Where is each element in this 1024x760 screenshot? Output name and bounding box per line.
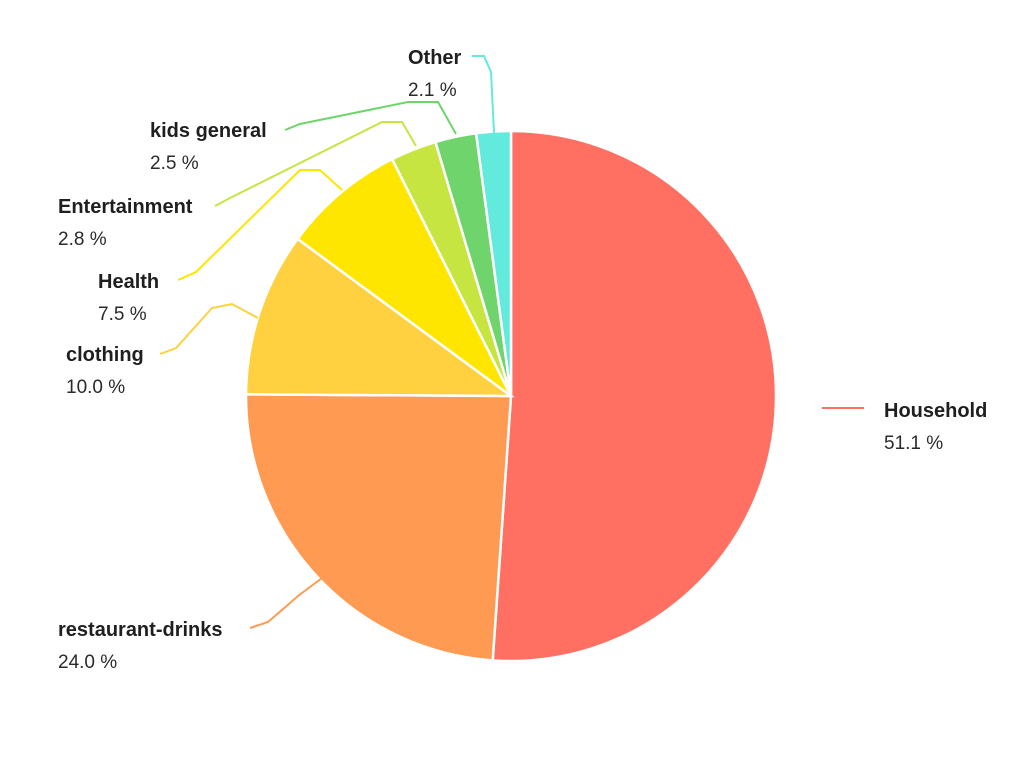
slice-value-clothing: 10.0 % <box>66 377 125 398</box>
leader-line-restaurant-drinks <box>249 577 323 629</box>
slice-label-restaurant-drinks: restaurant-drinks <box>58 619 223 641</box>
slice-label-clothing: clothing <box>66 344 144 366</box>
slice-label-health: Health <box>98 271 159 293</box>
leader-line-kids-general <box>284 101 457 135</box>
slice-value-entertainment: 2.8 % <box>58 229 107 250</box>
slice-value-restaurant-drinks: 24.0 % <box>58 652 117 673</box>
leader-line-health <box>177 169 343 281</box>
pie-slice-clothing <box>244 237 515 398</box>
slice-label-kids-general: kids general <box>150 120 267 142</box>
leader-line-clothing <box>159 302 259 355</box>
slice-value-household: 51.1 % <box>884 433 943 454</box>
slice-label-other: Other <box>408 47 462 69</box>
pie-slice-health <box>295 157 513 398</box>
slice-label-household: Household <box>884 400 987 422</box>
pie-slice-household <box>491 129 778 663</box>
pie-slice-restaurant-drinks <box>244 393 513 662</box>
slice-label-entertainment: Entertainment <box>58 196 193 218</box>
slice-value-health: 7.5 % <box>98 304 147 325</box>
slice-labels: Household 51.1 % restaurant-drinks 24.0 % cl… <box>58 47 987 673</box>
slice-value-other: 2.1 % <box>408 80 457 101</box>
pie-slices <box>244 129 778 663</box>
leader-line-other <box>472 55 495 134</box>
slice-value-kids-general: 2.5 % <box>150 153 199 174</box>
leader-line-entertainment <box>214 121 417 207</box>
leader-lines <box>159 55 864 629</box>
